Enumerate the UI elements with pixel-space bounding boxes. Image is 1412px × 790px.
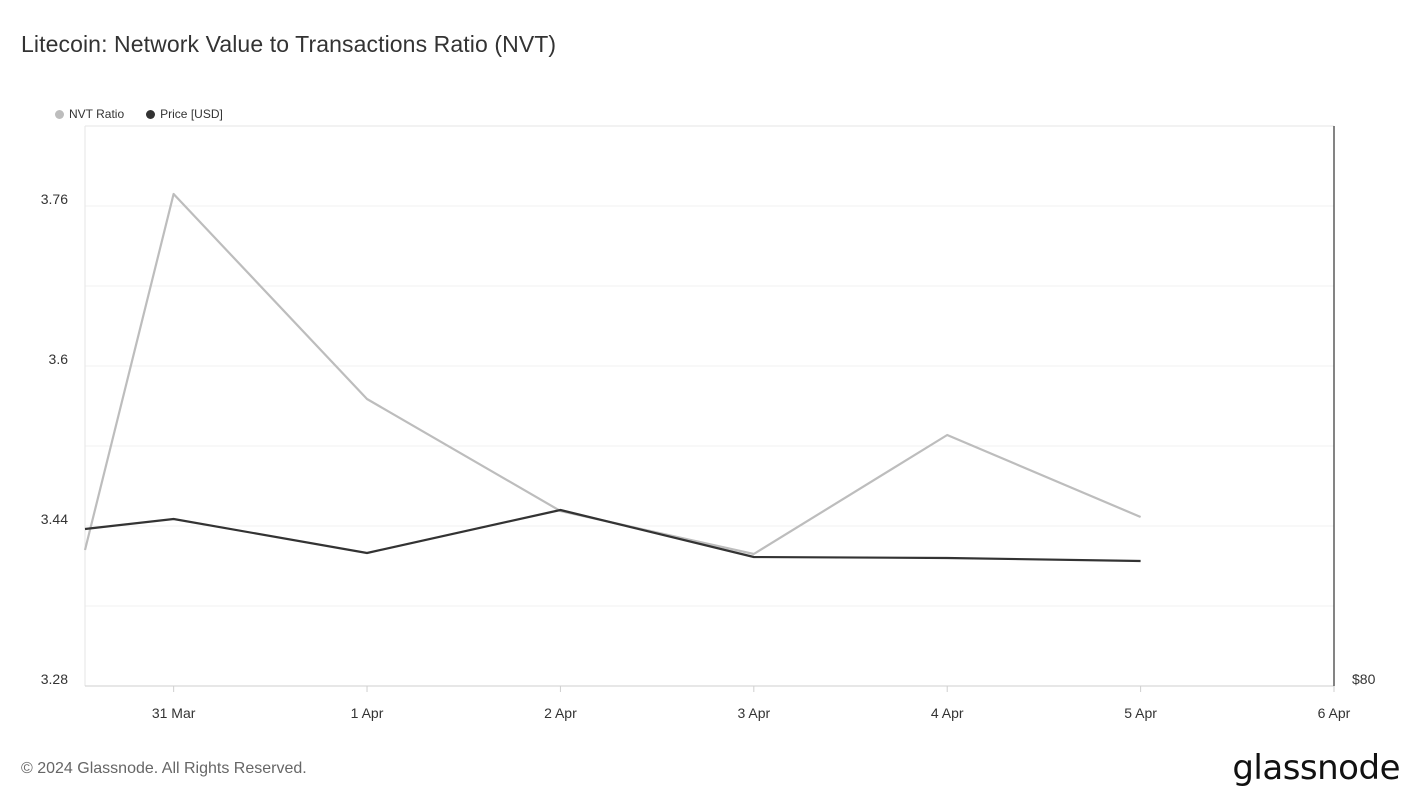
- legend-label-price: Price [USD]: [160, 107, 223, 121]
- y-ticks: 3.76 3.6 3.44 3.28: [41, 191, 68, 687]
- x-tick-label: 3 Apr: [737, 705, 770, 721]
- series-lines: [83, 192, 1142, 563]
- y-tick-label: 3.6: [49, 351, 69, 367]
- x-tick-label: 6 Apr: [1318, 705, 1351, 721]
- x-tick-label: 31 Mar: [152, 705, 196, 721]
- chart-legend: NVT Ratio Price [USD]: [55, 107, 223, 121]
- y-tick-label: 3.28: [41, 671, 68, 687]
- legend-dot-price: [146, 109, 156, 119]
- legend-item-price[interactable]: Price [USD]: [146, 107, 223, 121]
- x-ticks: 31 Mar 1 Apr 2 Apr 3 Apr 4 Apr 5 Apr 6 Apr: [152, 686, 1351, 721]
- x-tick-label: 2 Apr: [544, 705, 577, 721]
- y-tick-label: 3.44: [41, 511, 68, 527]
- x-tick-label: 4 Apr: [931, 705, 964, 721]
- legend-label-nvt-ratio: NVT Ratio: [69, 107, 125, 121]
- legend-item-nvt-ratio[interactable]: NVT Ratio: [55, 107, 124, 121]
- series-line-nvt-ratio: [83, 192, 1142, 556]
- y-tick-label: 3.76: [41, 191, 68, 207]
- x-tick-label: 1 Apr: [351, 705, 384, 721]
- series-line-price: [84, 508, 1141, 563]
- legend-dot-nvt-ratio: [55, 109, 64, 119]
- glassnode-logo: glassnode: [1232, 748, 1400, 788]
- copyright-footer: © 2024 Glassnode. All Rights Reserved.: [21, 760, 307, 777]
- right-axis-tick-label: $80: [1352, 671, 1376, 687]
- grid-lines: [85, 205, 1334, 607]
- chart-title: Litecoin: Network Value to Transactions …: [21, 31, 557, 57]
- x-tick-label: 5 Apr: [1124, 705, 1157, 721]
